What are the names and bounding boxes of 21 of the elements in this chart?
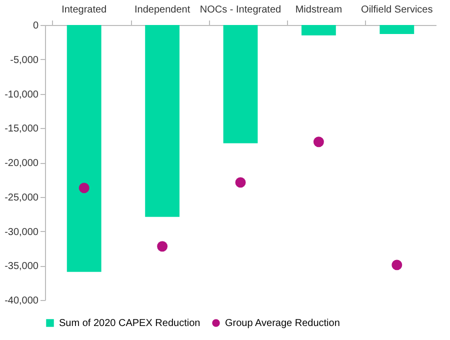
x-tick-label: Oilfield Services [361, 4, 433, 16]
x-tick-label: Midstream [295, 4, 342, 16]
y-tick-label: -15,000 [4, 124, 39, 135]
y-tick-label: 0 [32, 20, 39, 32]
point [78, 182, 90, 194]
y-tick-label: -30,000 [4, 226, 39, 238]
point [235, 177, 246, 188]
y-tick-label: -40,000 [4, 296, 39, 306]
point [392, 260, 402, 270]
x-tick-label: Integrated [62, 4, 107, 16]
y-tick-label: -20,000 [4, 158, 39, 169]
y-tick-label: -5,000 [10, 54, 39, 66]
legend-label: Group Average Reduction [225, 318, 340, 329]
x-tick-label: NOCs - Integrated [200, 4, 282, 16]
y-tick-label: -35,000 [4, 261, 39, 272]
y-tick-label: -25,000 [4, 192, 39, 204]
point [157, 241, 168, 252]
y-tick-label: -10,000 [4, 89, 39, 100]
x-tick-label: Independent [134, 4, 190, 16]
point [313, 136, 324, 148]
legend-label: Sum of 2020 CAPEX Reduction [59, 318, 200, 329]
